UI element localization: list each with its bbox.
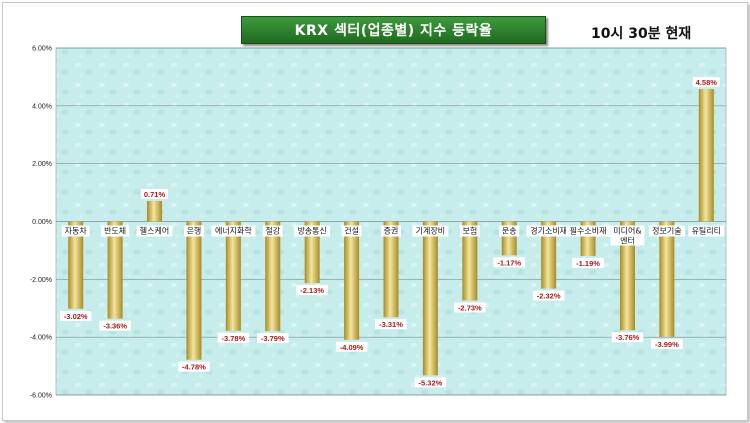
value-label: -3.99% [655, 340, 679, 349]
value-label: -2.13% [300, 286, 324, 295]
category-label: 증권 [384, 226, 399, 236]
value-label: -3.31% [379, 320, 403, 329]
value-label-bg [532, 290, 565, 301]
value-label-bg [178, 361, 210, 372]
category-label-bg [211, 225, 256, 237]
y-tick-label: 2.00% [32, 161, 52, 168]
category-label-bg [566, 225, 611, 237]
bar [344, 221, 360, 340]
value-label: -2.32% [537, 292, 561, 301]
value-label-bg [335, 341, 368, 352]
category-label: 은행 [187, 226, 202, 236]
y-tick-label: 4.00% [32, 103, 52, 110]
bar [225, 221, 241, 331]
y-tick-label: -2.00% [30, 277, 52, 284]
value-label: -3.76% [616, 333, 640, 342]
category-label: 기계장비 [416, 226, 445, 236]
category-label-bg [136, 225, 173, 237]
category-label: 운송 [502, 227, 517, 236]
category-label-bg [526, 225, 571, 237]
value-label-bg [59, 310, 92, 321]
value-label: 0.71% [144, 190, 166, 199]
category-label: 철강 [265, 226, 280, 236]
y-axis-ticks: 6.00% 4.00% 2.00% 0.00% -2.00% -4.00% -6.00% [30, 46, 52, 400]
category-label: 필수소비재 [570, 226, 607, 236]
category-label-bg [341, 225, 362, 237]
value-label-bg [375, 319, 407, 330]
category-label-bg [61, 225, 90, 237]
category-label-bg [101, 225, 130, 237]
value-label: -3.78% [221, 334, 245, 343]
value-label-bg [141, 188, 169, 199]
bar [68, 221, 84, 309]
category-label: 헬스케어 [140, 226, 169, 236]
value-label: -3.02% [64, 312, 88, 321]
value-label: -4.09% [340, 343, 364, 352]
chart-title-box: KRX 섹터(업종별) 지수 등락율 [241, 16, 546, 44]
value-label-bg [454, 302, 486, 313]
category-label-bg [610, 225, 645, 246]
bar [147, 200, 163, 222]
category-label-bg [294, 225, 331, 237]
bar [541, 221, 557, 289]
category-label: 방송통신 [297, 226, 326, 236]
bar-labels: 자동차 -3.02% 반도체 -3.36% 헬스케어 0.71% 은행 -4.78% 에너지화학… [59, 77, 725, 388]
value-label-bg [217, 332, 250, 343]
timestamp: 10시 30분 현재 [591, 26, 692, 42]
category-label-bg [648, 225, 685, 237]
value-label: -3.79% [261, 334, 285, 343]
category-label-bg [688, 225, 725, 237]
y-tick-label: -6.00% [30, 393, 52, 400]
category-label-bg [262, 225, 283, 237]
value-label: -3.36% [103, 322, 127, 331]
value-label: -1.19% [576, 259, 600, 268]
y-tick-label: 6.00% [32, 46, 52, 53]
category-label: 반도체 [104, 226, 126, 236]
value-label-bg [692, 77, 720, 88]
bar [265, 221, 281, 332]
bar [107, 221, 123, 319]
value-label-bg [572, 257, 604, 268]
bar [698, 89, 714, 222]
value-label-bg [256, 333, 289, 344]
bar [619, 221, 635, 331]
value-label-bg [611, 332, 644, 343]
bar [186, 221, 202, 360]
value-label-bg [414, 377, 447, 388]
category-label: 미디어& [613, 226, 641, 236]
value-label: -2.73% [458, 303, 482, 312]
bar [304, 221, 320, 284]
value-label: -4.78% [182, 363, 206, 372]
category-label: 정보기술 [652, 226, 681, 236]
y-tick-label: -4.00% [30, 335, 52, 342]
category-label-bg [183, 225, 204, 237]
category-label-bg [459, 225, 480, 237]
value-label: 4.58% [696, 78, 718, 87]
category-label: 보험 [462, 227, 477, 236]
category-label: 엔터 [620, 236, 635, 246]
bar [462, 221, 478, 301]
value-label: -1.17% [497, 258, 521, 267]
category-label-bg [412, 225, 449, 237]
chart-title: KRX 섹터(업종별) 지수 등락율 [294, 23, 493, 39]
value-label: -5.32% [419, 378, 443, 387]
category-label: 자동차 [65, 227, 88, 236]
category-label: 유틸리티 [692, 226, 721, 236]
bar [659, 221, 675, 337]
bar [383, 221, 399, 318]
category-label: 건설 [344, 226, 359, 236]
value-label-bg [651, 338, 683, 349]
category-label-bg [499, 225, 520, 237]
category-label: 경기소비재 [530, 226, 567, 236]
bar [422, 221, 438, 376]
y-tick-label: 0.00% [32, 219, 52, 226]
value-label-bg [99, 320, 131, 331]
value-label-bg [296, 285, 328, 296]
value-label-bg [493, 257, 526, 268]
category-label-bg [381, 225, 401, 237]
category-label: 에너지화학 [215, 226, 252, 236]
